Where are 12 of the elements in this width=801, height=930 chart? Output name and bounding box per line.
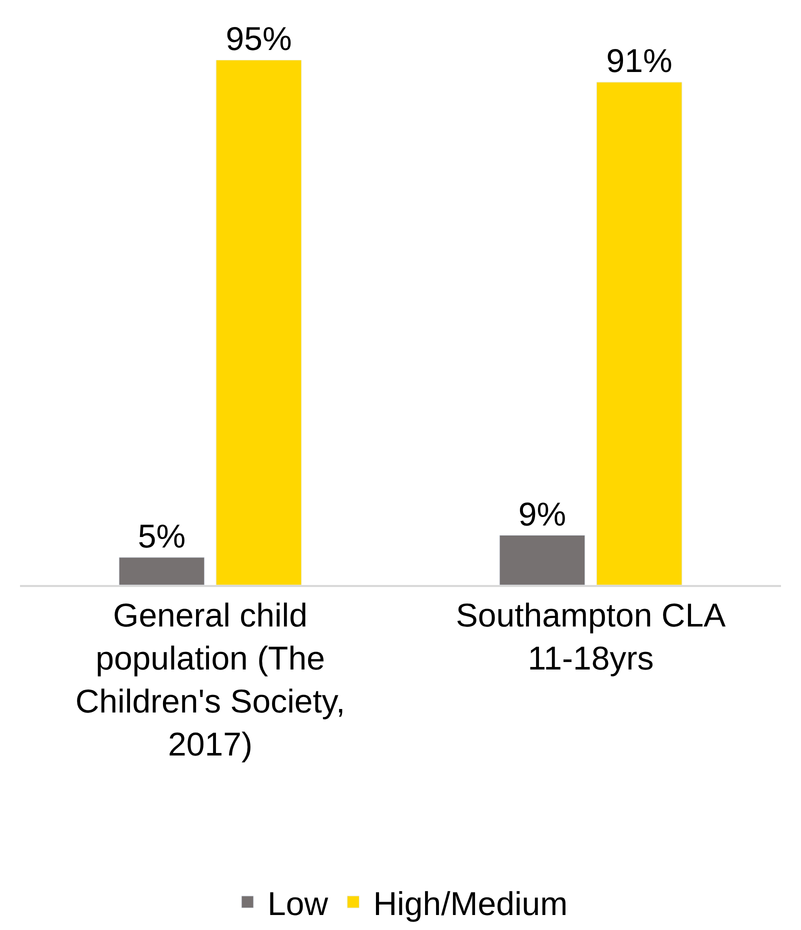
bar: [216, 60, 302, 585]
legend-label: High/Medium: [373, 884, 568, 922]
x-tick-label: Southampton CLA 11-18yrs: [456, 596, 726, 676]
data-label: 95%: [226, 20, 292, 57]
x-tick-label: General child population (The Children's Society, 2017): [75, 596, 346, 762]
legend-label: Low: [268, 884, 328, 922]
bar: [118, 557, 205, 585]
data-label: 5%: [138, 517, 186, 554]
bar: [596, 82, 682, 585]
data-label: 91%: [606, 42, 672, 80]
data-label: 9%: [518, 495, 566, 532]
bar: [499, 535, 586, 585]
